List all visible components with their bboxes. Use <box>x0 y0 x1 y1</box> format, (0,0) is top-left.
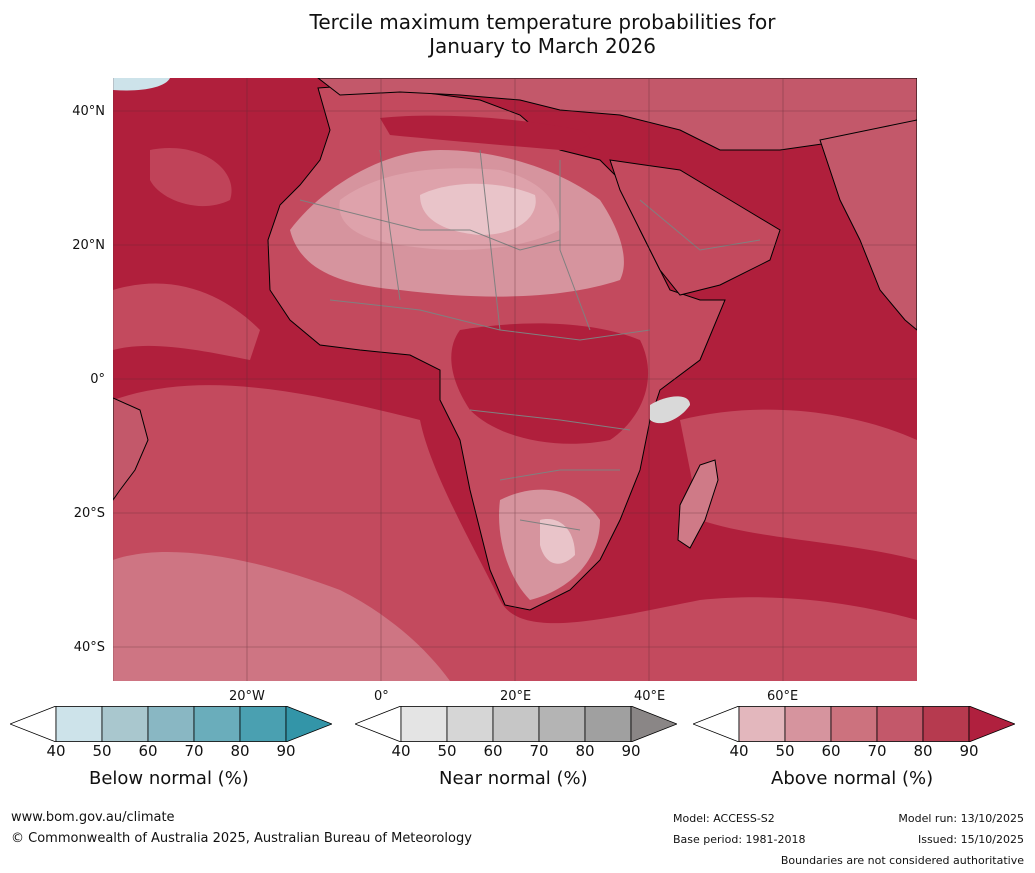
tick: 90 <box>276 742 296 760</box>
tick: 50 <box>437 742 457 760</box>
tick: 70 <box>184 742 204 760</box>
south-america-edge <box>113 397 149 501</box>
lon-label-60e: 60°E <box>767 689 799 704</box>
base-period-text: Base period: 1981-2018 <box>673 833 806 846</box>
map-title: Tercile maximum temperature probabilitie… <box>0 10 1035 58</box>
east-africa-near-normal-patch <box>650 396 690 424</box>
southern-africa-lightest-zone <box>540 519 575 564</box>
tick: 70 <box>867 742 887 760</box>
colorbar-segment <box>584 706 632 742</box>
tick: 70 <box>529 742 549 760</box>
title-line-2: January to March 2026 <box>429 34 656 58</box>
lat-label-20n: 20°N <box>72 238 105 253</box>
colorbar-right-extension <box>285 706 332 742</box>
colorbar-segment <box>830 706 878 742</box>
copyright-text: © Commonwealth of Australia 2025, Austra… <box>11 831 472 846</box>
colorbar-segment <box>538 706 586 742</box>
colorbar-segment <box>492 706 540 742</box>
tick: 60 <box>483 742 503 760</box>
colorbar-segment <box>446 706 494 742</box>
tick: 40 <box>46 742 66 760</box>
colorbar-right-extension <box>630 706 677 742</box>
tick: 80 <box>575 742 595 760</box>
tick: 40 <box>729 742 749 760</box>
arabian-peninsula <box>609 159 781 296</box>
south-atlantic-light-zone <box>113 551 450 681</box>
tick: 90 <box>959 742 979 760</box>
indian-ocean-mid-zone <box>680 409 917 560</box>
colorbar-segment <box>400 706 448 742</box>
lon-label-0: 0° <box>374 689 389 704</box>
disclaimer-text: Boundaries are not considered authoritat… <box>780 854 1024 867</box>
lat-label-20s: 20°S <box>73 506 105 521</box>
indian-subcontinent <box>819 119 917 331</box>
model-text: Model: ACCESS-S2 <box>673 812 775 825</box>
issued-text: Issued: 15/10/2025 <box>917 833 1024 846</box>
lat-label-0: 0° <box>90 372 105 387</box>
colorbar-segment <box>147 706 195 742</box>
above-normal-label: Above normal (%) <box>771 768 934 789</box>
madagascar <box>677 459 719 549</box>
lat-label-40s: 40°S <box>73 640 105 655</box>
colorbar-segment <box>239 706 287 742</box>
colorbar-segment <box>193 706 241 742</box>
colorbar-segment <box>101 706 149 742</box>
tick: 50 <box>92 742 112 760</box>
colorbar-right-extension <box>968 706 1015 742</box>
tick: 60 <box>821 742 841 760</box>
tick: 50 <box>775 742 795 760</box>
northwest-corner-light <box>113 78 170 91</box>
website-link[interactable]: www.bom.gov.au/climate <box>11 810 175 825</box>
colorbar-left-extension <box>355 706 402 742</box>
colorbar-left-extension <box>10 706 57 742</box>
tick: 80 <box>230 742 250 760</box>
political-borders <box>299 149 761 531</box>
colorbar-left-extension <box>693 706 740 742</box>
above-normal-colorbar <box>693 706 1015 742</box>
tick: 60 <box>138 742 158 760</box>
colorbar-segment <box>922 706 970 742</box>
lon-label-40e: 40°E <box>634 689 666 704</box>
below-normal-colorbar <box>10 706 332 742</box>
north-atlantic-mid-zone <box>113 283 260 360</box>
lat-label-40n: 40°N <box>72 104 105 119</box>
graticule <box>113 78 917 681</box>
colorbar-segment <box>876 706 924 742</box>
colorbar-segment <box>55 706 103 742</box>
model-run-text: Model run: 13/10/2025 <box>898 812 1024 825</box>
lon-label-20e: 20°E <box>500 689 532 704</box>
north-atlantic-mid-zone-2 <box>150 148 232 207</box>
lon-label-20w: 20°W <box>229 689 265 704</box>
colorbar-segment <box>784 706 832 742</box>
title-line-1: Tercile maximum temperature probabilitie… <box>309 10 776 34</box>
near-normal-label: Near normal (%) <box>439 768 588 789</box>
tick: 80 <box>913 742 933 760</box>
below-normal-label: Below normal (%) <box>89 768 249 789</box>
tick: 90 <box>621 742 641 760</box>
tick: 40 <box>391 742 411 760</box>
sahara-lightest-zone <box>420 183 536 235</box>
near-normal-colorbar <box>355 706 677 742</box>
colorbar-segment <box>738 706 786 742</box>
mediterranean-sea <box>380 115 591 151</box>
